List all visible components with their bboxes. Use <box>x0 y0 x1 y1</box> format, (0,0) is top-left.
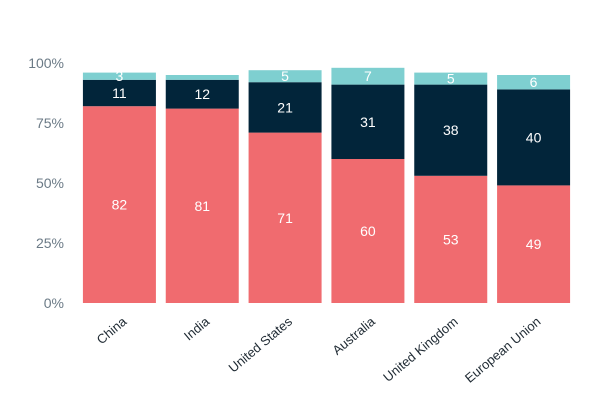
bar-segment <box>248 70 322 83</box>
bar-value-label: 5 <box>447 71 455 87</box>
bar-value-label: 40 <box>526 129 542 145</box>
x-category-label: United States <box>226 313 296 375</box>
bar-value-label: 6 <box>530 74 538 90</box>
y-tick-label: 100% <box>28 55 64 71</box>
bar-value-label: 21 <box>277 99 293 115</box>
bar-value-label: 38 <box>443 122 459 138</box>
x-category-label: European Union <box>462 314 544 386</box>
bar-value-label: 5 <box>281 68 289 84</box>
x-category-label: Australia <box>329 313 378 357</box>
bar-segment <box>82 106 156 303</box>
bar-segment <box>82 79 156 107</box>
bar-segment <box>248 82 322 133</box>
y-tick-label: 0% <box>44 295 64 311</box>
y-tick-label: 50% <box>36 175 64 191</box>
bar-segment <box>331 84 405 159</box>
x-category-label: China <box>94 313 130 347</box>
bar-value-label: 11 <box>112 85 127 101</box>
bar-value-label: 53 <box>443 231 459 247</box>
bar-segment <box>497 185 571 303</box>
bar-value-label: 3 <box>116 68 124 84</box>
x-category-label: India <box>181 313 213 343</box>
bar-segment <box>248 132 322 303</box>
bar-value-label: 60 <box>360 223 376 239</box>
bar-value-label: 49 <box>526 236 542 252</box>
bar-segment <box>497 89 571 186</box>
bar-segment <box>414 84 488 176</box>
bar-value-label: 81 <box>194 198 210 214</box>
bar-segment <box>165 108 239 303</box>
y-tick-label: 75% <box>36 115 64 131</box>
bar-segment <box>331 67 405 85</box>
bar-value-label: 31 <box>360 114 376 130</box>
bar-value-label: 82 <box>112 197 128 213</box>
bar-segment <box>497 75 571 90</box>
bar-segment <box>165 79 239 109</box>
bar-segment <box>165 75 239 80</box>
bar-segment <box>414 72 488 85</box>
bar-segment <box>331 159 405 303</box>
y-tick-label: 25% <box>36 235 64 251</box>
bar-value-label: 7 <box>364 68 372 84</box>
bar-segment <box>82 72 156 80</box>
bar-value-label: 12 <box>194 86 210 102</box>
bar-value-label: 71 <box>277 210 293 226</box>
x-category-label: United Kingdom <box>380 314 461 385</box>
bar-segment <box>414 175 488 303</box>
